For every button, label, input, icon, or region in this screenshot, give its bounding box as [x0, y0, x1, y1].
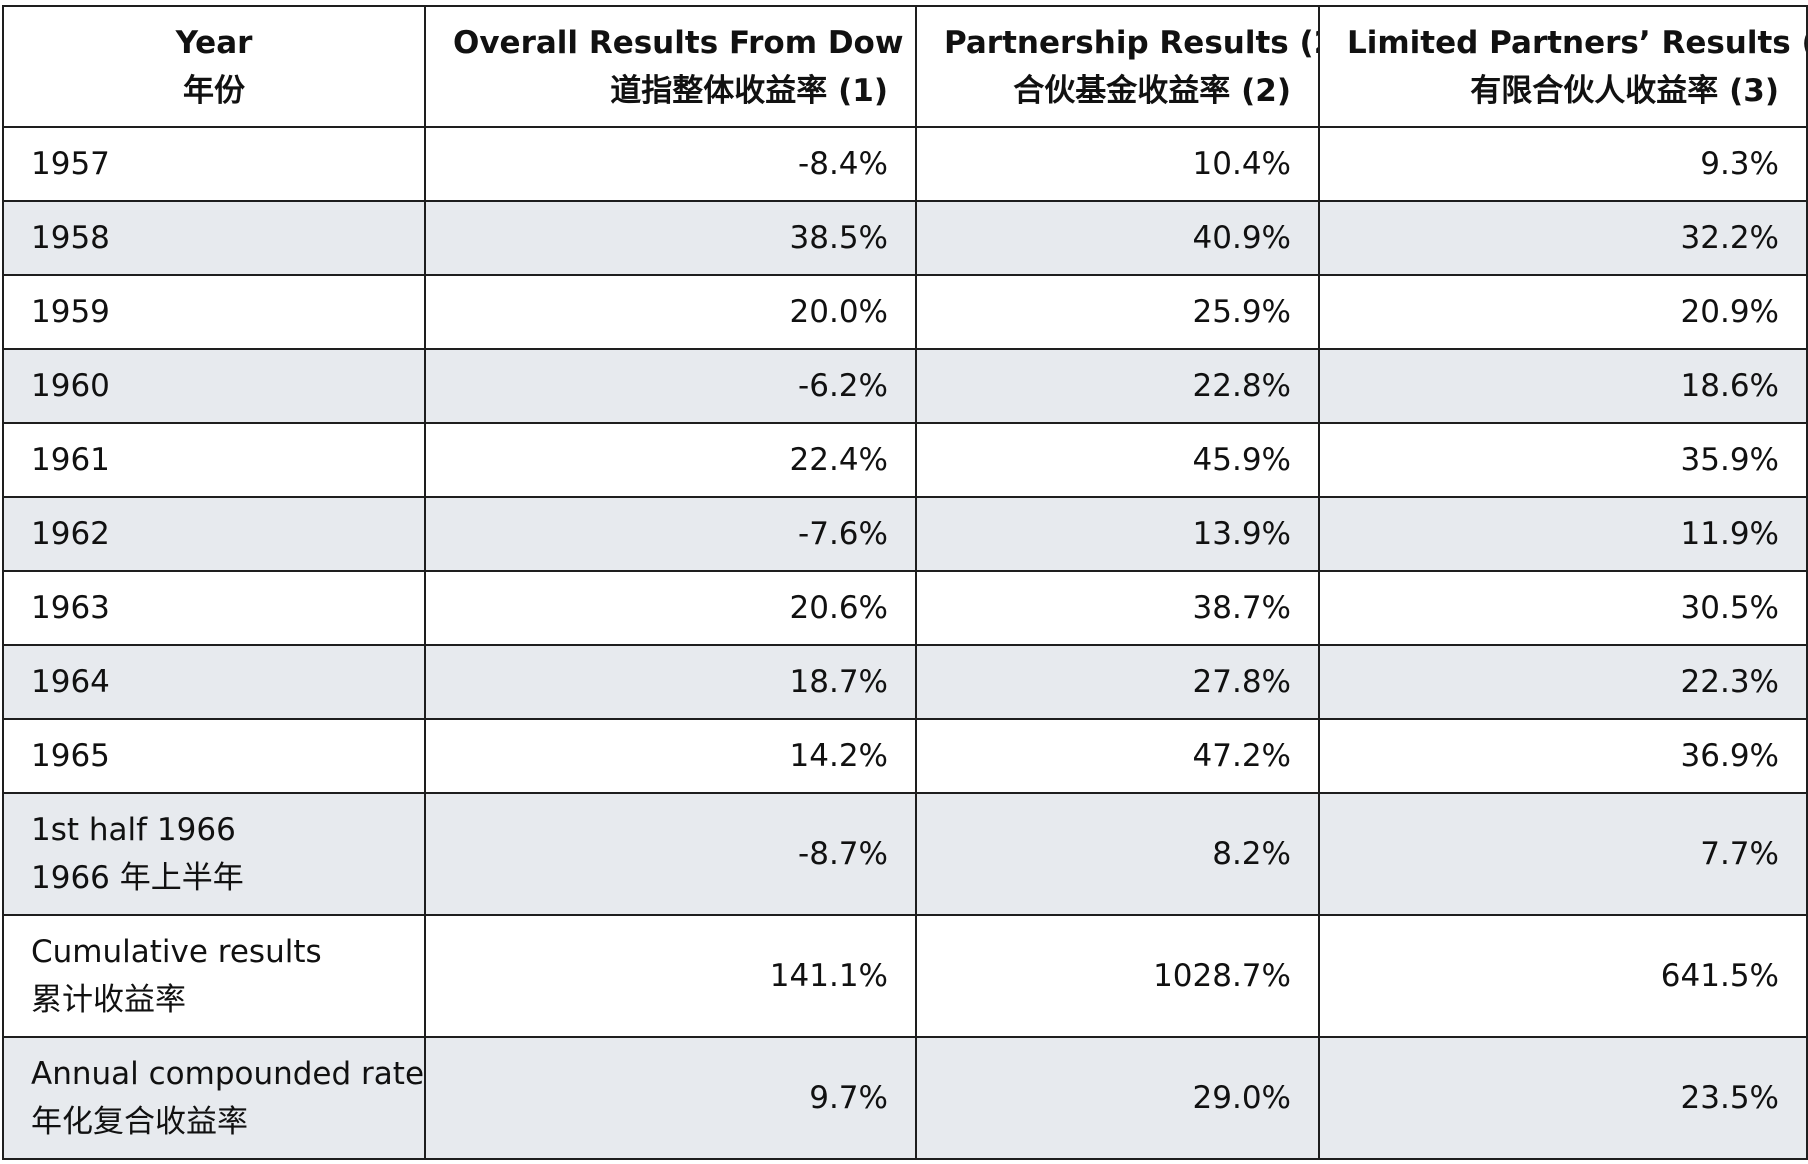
year-cell: 1965: [2, 718, 426, 794]
limited-partners-result-cell: 641.5%: [1318, 914, 1808, 1038]
header-row: Year 年份 Overall Results From Dow (1) 道指整…: [2, 5, 1808, 128]
table-body: 1957 -8.4% 10.4% 9.3% 1958 38.5% 40.9% 3…: [2, 126, 1808, 1160]
limited-partners-result-cell: 22.3%: [1318, 644, 1808, 720]
year-cell: 1963: [2, 570, 426, 646]
limited-partners-result-cell: 11.9%: [1318, 496, 1808, 572]
year-label: 1962: [31, 516, 110, 552]
dow-result-cell: 20.0%: [424, 274, 917, 350]
year-label: 1964: [31, 664, 110, 700]
header-label-en: Overall Results From Dow (1): [453, 24, 916, 61]
header-dow-results: Overall Results From Dow (1) 道指整体收益率 (1): [424, 5, 917, 128]
year-label: 1st half 1966: [31, 812, 236, 848]
table-row: 1st half 1966 1966 年上半年 -8.7% 8.2% 7.7%: [2, 792, 1808, 916]
table-row: 1957 -8.4% 10.4% 9.3%: [2, 126, 1808, 202]
header-label-zh: 道指整体收益率 (1): [610, 72, 888, 109]
dow-result-cell: -8.7%: [424, 792, 917, 916]
year-cell: 1959: [2, 274, 426, 350]
partnership-result-cell: 38.7%: [915, 570, 1320, 646]
year-cell: Cumulative results 累计收益率: [2, 914, 426, 1038]
header-label-zh: 有限合伙人收益率 (3): [1470, 72, 1779, 109]
partnership-result-cell: 29.0%: [915, 1036, 1320, 1160]
year-cell: 1st half 1966 1966 年上半年: [2, 792, 426, 916]
partnership-result-cell: 1028.7%: [915, 914, 1320, 1038]
limited-partners-result-cell: 20.9%: [1318, 274, 1808, 350]
header-label-en: Partnership Results (2): [944, 24, 1319, 61]
partnership-result-cell: 10.4%: [915, 126, 1320, 202]
limited-partners-result-cell: 30.5%: [1318, 570, 1808, 646]
partnership-result-cell: 8.2%: [915, 792, 1320, 916]
dow-result-cell: 18.7%: [424, 644, 917, 720]
year-cell: 1960: [2, 348, 426, 424]
table-row: 1965 14.2% 47.2% 36.9%: [2, 718, 1808, 794]
year-label: 1961: [31, 442, 110, 478]
year-label: 1958: [31, 220, 110, 256]
limited-partners-result-cell: 32.2%: [1318, 200, 1808, 276]
header-partnership-results: Partnership Results (2) 合伙基金收益率 (2): [915, 5, 1320, 128]
year-label: 1963: [31, 590, 110, 626]
header-label-en: Year: [175, 24, 253, 61]
dow-result-cell: 14.2%: [424, 718, 917, 794]
year-cell: Annual compounded rate 年化复合收益率: [2, 1036, 426, 1160]
partnership-result-cell: 22.8%: [915, 348, 1320, 424]
table-row: 1961 22.4% 45.9% 35.9%: [2, 422, 1808, 498]
partnership-result-cell: 45.9%: [915, 422, 1320, 498]
header-label-en: Limited Partners’ Results (3): [1347, 24, 1807, 61]
dow-result-cell: -6.2%: [424, 348, 917, 424]
table-row: 1958 38.5% 40.9% 32.2%: [2, 200, 1808, 276]
limited-partners-result-cell: 9.3%: [1318, 126, 1808, 202]
table-row: Annual compounded rate 年化复合收益率 9.7% 29.0…: [2, 1036, 1808, 1160]
year-label-zh: 累计收益率: [31, 982, 186, 1018]
table-row: 1963 20.6% 38.7% 30.5%: [2, 570, 1808, 646]
year-cell: 1962: [2, 496, 426, 572]
limited-partners-result-cell: 36.9%: [1318, 718, 1808, 794]
table-row: 1959 20.0% 25.9% 20.9%: [2, 274, 1808, 350]
year-label: 1959: [31, 294, 110, 330]
table-row: Cumulative results 累计收益率 141.1% 1028.7% …: [2, 914, 1808, 1038]
partnership-result-cell: 25.9%: [915, 274, 1320, 350]
table-row: 1960 -6.2% 22.8% 18.6%: [2, 348, 1808, 424]
limited-partners-result-cell: 23.5%: [1318, 1036, 1808, 1160]
limited-partners-result-cell: 7.7%: [1318, 792, 1808, 916]
dow-result-cell: 38.5%: [424, 200, 917, 276]
header-limited-partners-results: Limited Partners’ Results (3) 有限合伙人收益率 (…: [1318, 5, 1808, 128]
header-year: Year 年份: [2, 5, 426, 128]
results-table: Year 年份 Overall Results From Dow (1) 道指整…: [2, 5, 1808, 1160]
dow-result-cell: 22.4%: [424, 422, 917, 498]
year-label-zh: 1966 年上半年: [31, 860, 244, 896]
year-label: Cumulative results: [31, 934, 322, 970]
year-label: Annual compounded rate: [31, 1056, 425, 1092]
dow-result-cell: -8.4%: [424, 126, 917, 202]
dow-result-cell: -7.6%: [424, 496, 917, 572]
year-label-zh: 年化复合收益率: [31, 1104, 248, 1140]
year-cell: 1961: [2, 422, 426, 498]
limited-partners-result-cell: 35.9%: [1318, 422, 1808, 498]
partnership-result-cell: 40.9%: [915, 200, 1320, 276]
year-cell: 1964: [2, 644, 426, 720]
dow-result-cell: 9.7%: [424, 1036, 917, 1160]
header-label-zh: 年份: [183, 72, 245, 109]
year-label: 1957: [31, 146, 110, 182]
dow-result-cell: 141.1%: [424, 914, 917, 1038]
table-row: 1964 18.7% 27.8% 22.3%: [2, 644, 1808, 720]
partnership-result-cell: 27.8%: [915, 644, 1320, 720]
partnership-result-cell: 47.2%: [915, 718, 1320, 794]
partnership-result-cell: 13.9%: [915, 496, 1320, 572]
year-cell: 1958: [2, 200, 426, 276]
limited-partners-result-cell: 18.6%: [1318, 348, 1808, 424]
year-label: 1960: [31, 368, 110, 404]
table-row: 1962 -7.6% 13.9% 11.9%: [2, 496, 1808, 572]
header-label-zh: 合伙基金收益率 (2): [1013, 72, 1291, 109]
year-label: 1965: [31, 738, 110, 774]
dow-result-cell: 20.6%: [424, 570, 917, 646]
year-cell: 1957: [2, 126, 426, 202]
